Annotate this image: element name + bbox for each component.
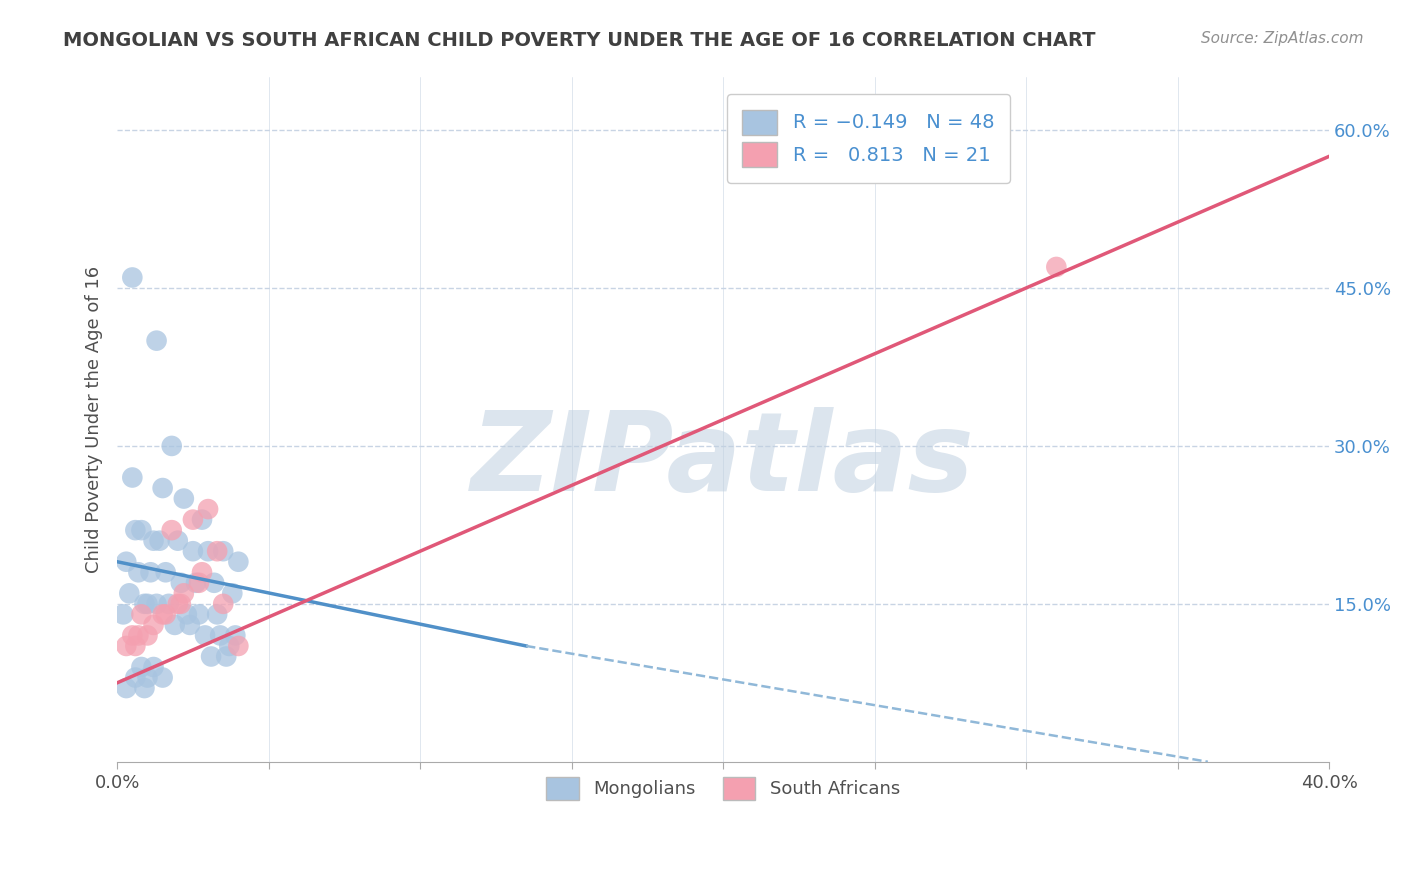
Point: [155, 607, 177, 622]
Text: Source: ZipAtlas.com: Source: ZipAtlas.com: [1201, 31, 1364, 46]
Point: [184, 575, 207, 590]
Point: [197, 544, 219, 558]
Point: [166, 597, 188, 611]
Point: [212, 597, 235, 611]
Point: [179, 618, 201, 632]
Point: [191, 513, 214, 527]
Point: [1045, 260, 1067, 274]
Point: [139, 566, 162, 580]
Point: [134, 681, 156, 695]
Point: [188, 607, 211, 622]
Point: [131, 607, 153, 622]
Point: [221, 586, 243, 600]
Point: [224, 628, 246, 642]
Point: [200, 649, 222, 664]
Point: [209, 628, 232, 642]
Y-axis label: Child Poverty Under the Age of 16: Child Poverty Under the Age of 16: [86, 266, 103, 574]
Point: [136, 597, 159, 611]
Point: [152, 671, 174, 685]
Point: [205, 544, 228, 558]
Point: [115, 681, 138, 695]
Point: [176, 607, 198, 622]
Text: ZIPatlas: ZIPatlas: [471, 407, 974, 514]
Point: [121, 470, 143, 484]
Point: [121, 270, 143, 285]
Point: [115, 639, 138, 653]
Point: [145, 597, 167, 611]
Point: [155, 566, 177, 580]
Point: [202, 575, 225, 590]
Point: [160, 523, 183, 537]
Point: [142, 533, 165, 548]
Point: [228, 639, 250, 653]
Point: [152, 481, 174, 495]
Point: [166, 533, 188, 548]
Point: [142, 660, 165, 674]
Point: [131, 523, 153, 537]
Point: [118, 586, 141, 600]
Point: [170, 575, 193, 590]
Point: [142, 618, 165, 632]
Point: [181, 513, 204, 527]
Point: [152, 607, 174, 622]
Point: [188, 575, 211, 590]
Point: [157, 597, 180, 611]
Point: [115, 555, 138, 569]
Point: [173, 491, 195, 506]
Point: [136, 628, 159, 642]
Point: [134, 597, 156, 611]
Point: [136, 671, 159, 685]
Point: [205, 607, 228, 622]
Point: [124, 639, 146, 653]
Point: [127, 566, 149, 580]
Point: [127, 628, 149, 642]
Point: [170, 597, 193, 611]
Point: [194, 628, 217, 642]
Point: [197, 502, 219, 516]
Point: [163, 618, 186, 632]
Text: MONGOLIAN VS SOUTH AFRICAN CHILD POVERTY UNDER THE AGE OF 16 CORRELATION CHART: MONGOLIAN VS SOUTH AFRICAN CHILD POVERTY…: [63, 31, 1095, 50]
Point: [112, 607, 135, 622]
Point: [149, 533, 172, 548]
Point: [215, 649, 238, 664]
Point: [218, 639, 240, 653]
Point: [121, 628, 143, 642]
Point: [145, 334, 167, 348]
Point: [124, 523, 146, 537]
Legend: Mongolians, South Africans: Mongolians, South Africans: [531, 763, 914, 814]
Point: [181, 544, 204, 558]
Point: [212, 544, 235, 558]
Point: [124, 671, 146, 685]
Point: [160, 439, 183, 453]
Point: [191, 566, 214, 580]
Point: [131, 660, 153, 674]
Point: [173, 586, 195, 600]
Point: [228, 555, 250, 569]
